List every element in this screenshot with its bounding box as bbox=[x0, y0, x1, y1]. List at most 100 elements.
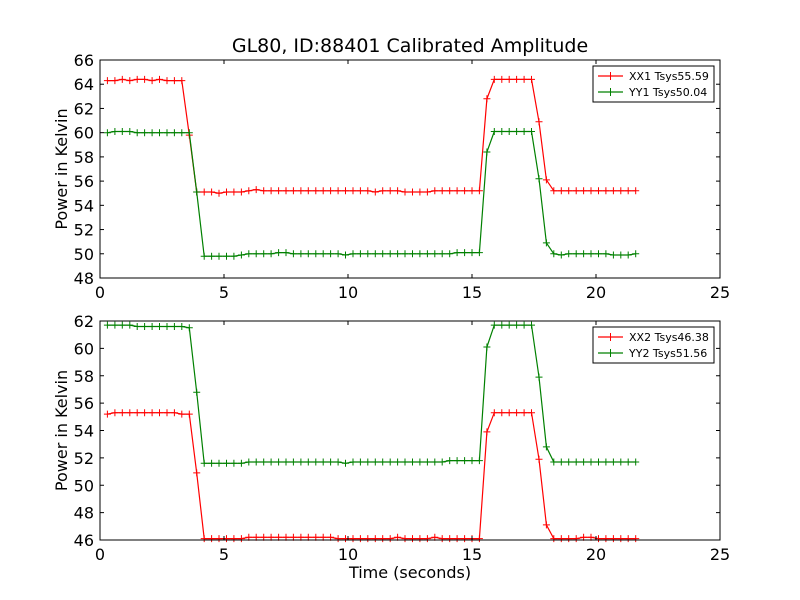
y-axis-label: Power in Kelvin bbox=[52, 108, 71, 229]
data-point-marker bbox=[208, 188, 216, 196]
x-axis-label: Time (seconds) bbox=[348, 563, 471, 582]
data-point-marker bbox=[334, 535, 342, 543]
legend-marker bbox=[606, 349, 615, 357]
x-tick-label: 20 bbox=[586, 545, 606, 564]
data-point-marker bbox=[349, 250, 357, 258]
data-point-marker bbox=[498, 128, 506, 135]
y-tick-label: 52 bbox=[74, 449, 94, 468]
data-point-marker bbox=[602, 187, 610, 195]
y-tick-label: 58 bbox=[74, 148, 94, 167]
data-point-marker bbox=[609, 251, 617, 259]
y-tick-label: 66 bbox=[74, 51, 94, 70]
y-tick-label: 64 bbox=[74, 75, 94, 94]
data-point-marker bbox=[215, 459, 223, 467]
data-point-marker bbox=[557, 458, 565, 466]
data-point-marker bbox=[580, 458, 588, 466]
data-point-marker bbox=[632, 187, 640, 195]
data-point-marker bbox=[208, 535, 216, 543]
x-tick-label: 15 bbox=[462, 283, 482, 302]
data-point-marker bbox=[163, 323, 171, 330]
data-point-marker bbox=[282, 458, 290, 466]
y-tick-label: 60 bbox=[74, 339, 94, 358]
data-point-marker bbox=[394, 458, 402, 466]
data-point-marker bbox=[580, 250, 588, 258]
data-point-marker bbox=[327, 250, 335, 258]
data-point-marker bbox=[342, 251, 349, 259]
data-point-marker bbox=[245, 458, 253, 466]
data-point-marker bbox=[312, 458, 320, 466]
data-point-marker bbox=[342, 459, 349, 467]
legend-entry: XX1 Tsys55.59 bbox=[629, 70, 709, 83]
data-point-marker bbox=[223, 188, 230, 196]
data-point-marker bbox=[245, 187, 253, 195]
data-point-marker bbox=[490, 409, 498, 417]
data-point-marker bbox=[126, 409, 134, 417]
data-point-marker bbox=[252, 186, 260, 194]
axes-frame bbox=[99, 59, 721, 279]
data-point-marker bbox=[535, 373, 543, 381]
data-point-marker bbox=[520, 75, 528, 83]
data-point-marker bbox=[401, 535, 409, 543]
data-point-marker bbox=[103, 410, 111, 418]
data-point-marker bbox=[431, 187, 439, 195]
data-point-marker bbox=[490, 75, 498, 83]
data-point-marker bbox=[475, 249, 483, 257]
y-tick-label: 54 bbox=[74, 422, 94, 441]
bottom-chart-panel: 0 5 10 15 20 25 46 48 50 52 54 56 58 60 62 Power in Kel… bbox=[52, 312, 730, 564]
data-point-marker bbox=[394, 187, 402, 195]
data-point-marker bbox=[260, 187, 268, 195]
data-point-marker bbox=[156, 75, 163, 83]
data-point-marker bbox=[185, 410, 193, 418]
data-point-marker bbox=[513, 75, 521, 83]
data-point-marker bbox=[528, 409, 535, 417]
data-point-marker bbox=[126, 321, 134, 329]
data-point-marker bbox=[602, 250, 610, 258]
data-point-marker bbox=[371, 535, 379, 543]
data-point-marker bbox=[170, 409, 178, 417]
data-point-marker bbox=[505, 128, 513, 135]
data-point-marker bbox=[438, 535, 446, 543]
y-tick-label: 52 bbox=[74, 221, 94, 240]
data-point-marker bbox=[580, 187, 588, 195]
data-point-marker bbox=[453, 535, 461, 543]
data-point-marker bbox=[118, 75, 126, 83]
x-tick-label: 15 bbox=[462, 545, 482, 564]
legend-marker bbox=[606, 88, 615, 96]
y-axis-label: Power in Kelvin bbox=[52, 370, 71, 491]
data-point-marker bbox=[609, 458, 617, 466]
data-point-marker bbox=[297, 187, 305, 195]
data-point-marker bbox=[170, 323, 178, 330]
data-point-marker bbox=[200, 188, 208, 196]
data-point-marker bbox=[461, 187, 469, 195]
data-point-marker bbox=[170, 77, 178, 85]
data-point-marker bbox=[513, 321, 521, 329]
data-point-marker bbox=[319, 187, 327, 195]
data-point-marker bbox=[237, 535, 245, 543]
data-point-marker bbox=[163, 409, 171, 417]
data-point-marker bbox=[632, 458, 640, 466]
data-point-marker bbox=[438, 187, 446, 195]
data-point-marker bbox=[327, 458, 335, 466]
data-point-marker bbox=[200, 252, 208, 260]
data-point-marker bbox=[386, 458, 394, 466]
data-point-marker bbox=[260, 250, 268, 258]
data-point-marker bbox=[453, 249, 461, 257]
data-point-marker bbox=[349, 458, 357, 466]
data-point-marker bbox=[513, 128, 521, 135]
data-point-marker bbox=[438, 250, 446, 258]
data-point-marker bbox=[178, 410, 186, 418]
data-point-marker bbox=[312, 187, 320, 195]
legend-entry: YY2 Tsys51.56 bbox=[628, 347, 707, 360]
legend-marker bbox=[606, 333, 615, 341]
data-point-marker bbox=[170, 129, 178, 137]
data-point-marker bbox=[565, 458, 573, 466]
data-point-marker bbox=[148, 77, 156, 85]
data-point-marker bbox=[208, 252, 216, 260]
data-point-marker bbox=[438, 458, 446, 466]
data-point-marker bbox=[416, 458, 424, 466]
data-point-marker bbox=[133, 323, 141, 330]
data-point-marker bbox=[327, 187, 335, 195]
data-point-marker bbox=[103, 129, 111, 137]
data-point-marker bbox=[416, 535, 424, 543]
data-point-marker bbox=[617, 187, 625, 195]
